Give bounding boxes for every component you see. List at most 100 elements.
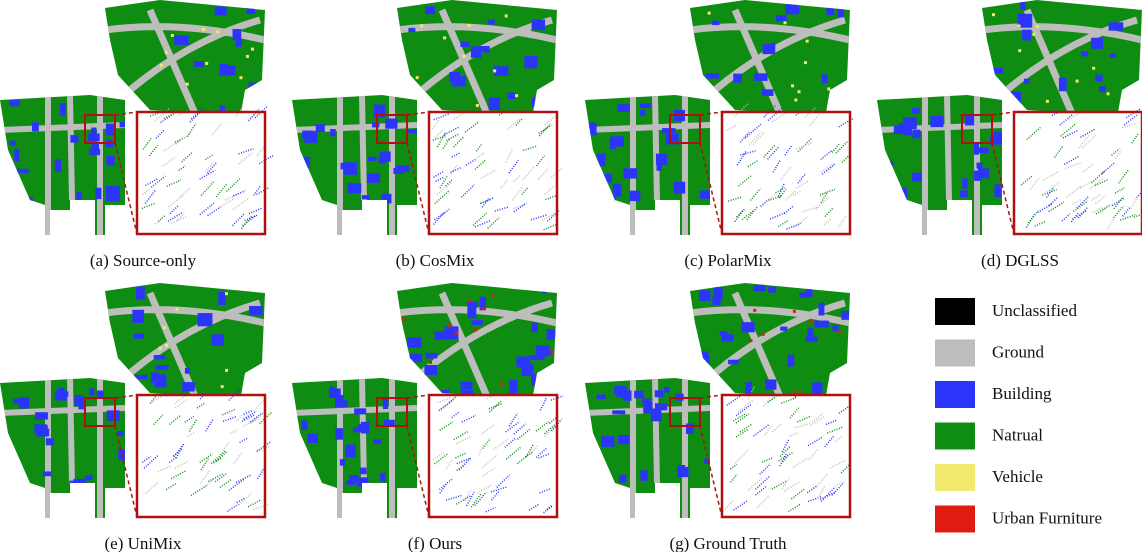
building: [654, 390, 664, 398]
points: [796, 142, 813, 150]
points: [475, 142, 484, 152]
building: [826, 6, 835, 16]
building: [762, 89, 774, 96]
spot: [158, 346, 162, 350]
building: [964, 113, 975, 126]
building: [1022, 29, 1031, 41]
points: [186, 431, 196, 438]
spot: [454, 331, 458, 335]
spot: [447, 324, 451, 328]
building: [197, 313, 213, 327]
points: [780, 166, 792, 181]
spot: [131, 387, 135, 391]
legend-label: Natrual: [992, 425, 1043, 444]
caption: (b) CosMix: [396, 251, 475, 270]
points: [463, 489, 472, 502]
building: [76, 192, 82, 205]
points: [235, 105, 245, 117]
spot: [402, 317, 406, 321]
building: [930, 115, 944, 128]
points: [1111, 148, 1120, 157]
points: [206, 161, 215, 171]
panel: (g) Ground Truth: [585, 283, 852, 552]
building: [768, 286, 776, 293]
points: [792, 216, 809, 229]
points: [163, 139, 181, 152]
building: [345, 444, 356, 458]
spot: [504, 14, 508, 18]
building: [610, 195, 617, 202]
points: [792, 190, 802, 197]
points: [1042, 170, 1059, 181]
legend-swatch: [935, 339, 975, 367]
points: [190, 106, 206, 120]
points: [775, 186, 786, 194]
points: [787, 503, 802, 513]
spot: [224, 292, 228, 296]
building: [307, 433, 318, 443]
points: [1046, 181, 1061, 193]
points: [831, 143, 840, 153]
building: [832, 87, 845, 101]
building: [395, 165, 410, 173]
spot: [831, 102, 835, 106]
points: [144, 189, 156, 204]
zoom-source: [961, 114, 993, 144]
points: [207, 206, 221, 217]
points: [1080, 128, 1096, 138]
building: [698, 351, 709, 362]
points: [453, 112, 465, 121]
building: [223, 65, 236, 76]
points: [199, 202, 215, 216]
points: [797, 172, 807, 184]
building: [775, 15, 787, 22]
points: [175, 443, 184, 459]
points: [767, 396, 777, 403]
points: [1113, 195, 1124, 210]
building: [379, 472, 386, 482]
spot: [707, 11, 711, 15]
spot: [1075, 79, 1079, 83]
points: [232, 198, 249, 211]
points: [1048, 196, 1059, 207]
points: [480, 423, 495, 435]
building: [34, 424, 47, 433]
points: [243, 418, 259, 427]
points: [777, 219, 789, 228]
points: [450, 166, 463, 173]
points: [168, 194, 185, 208]
points: [538, 124, 553, 134]
panel: (f) Ours: [292, 283, 564, 552]
points: [443, 126, 459, 136]
building: [704, 458, 710, 464]
points: [829, 459, 847, 469]
left-map-detail: [585, 378, 710, 518]
top-map: [982, 0, 1142, 125]
building: [812, 382, 823, 395]
points: [1061, 213, 1071, 222]
points: [238, 492, 253, 506]
spot: [804, 61, 808, 65]
building: [380, 151, 391, 162]
building: [22, 196, 33, 207]
building: [992, 67, 1004, 74]
building: [754, 73, 768, 81]
points: [485, 506, 496, 513]
points: [763, 144, 776, 158]
zoom-line: [991, 111, 1015, 116]
points: [506, 117, 521, 131]
points: [460, 184, 475, 198]
spot: [202, 27, 206, 31]
building: [361, 195, 370, 200]
points: [834, 435, 844, 443]
points: [744, 123, 762, 139]
building: [741, 322, 755, 333]
building: [134, 374, 148, 380]
zoom-line: [991, 142, 1015, 235]
points: [496, 474, 511, 488]
building: [818, 302, 825, 316]
building: [105, 123, 115, 136]
points: [175, 132, 192, 145]
points: [226, 178, 241, 193]
points: [790, 488, 806, 500]
